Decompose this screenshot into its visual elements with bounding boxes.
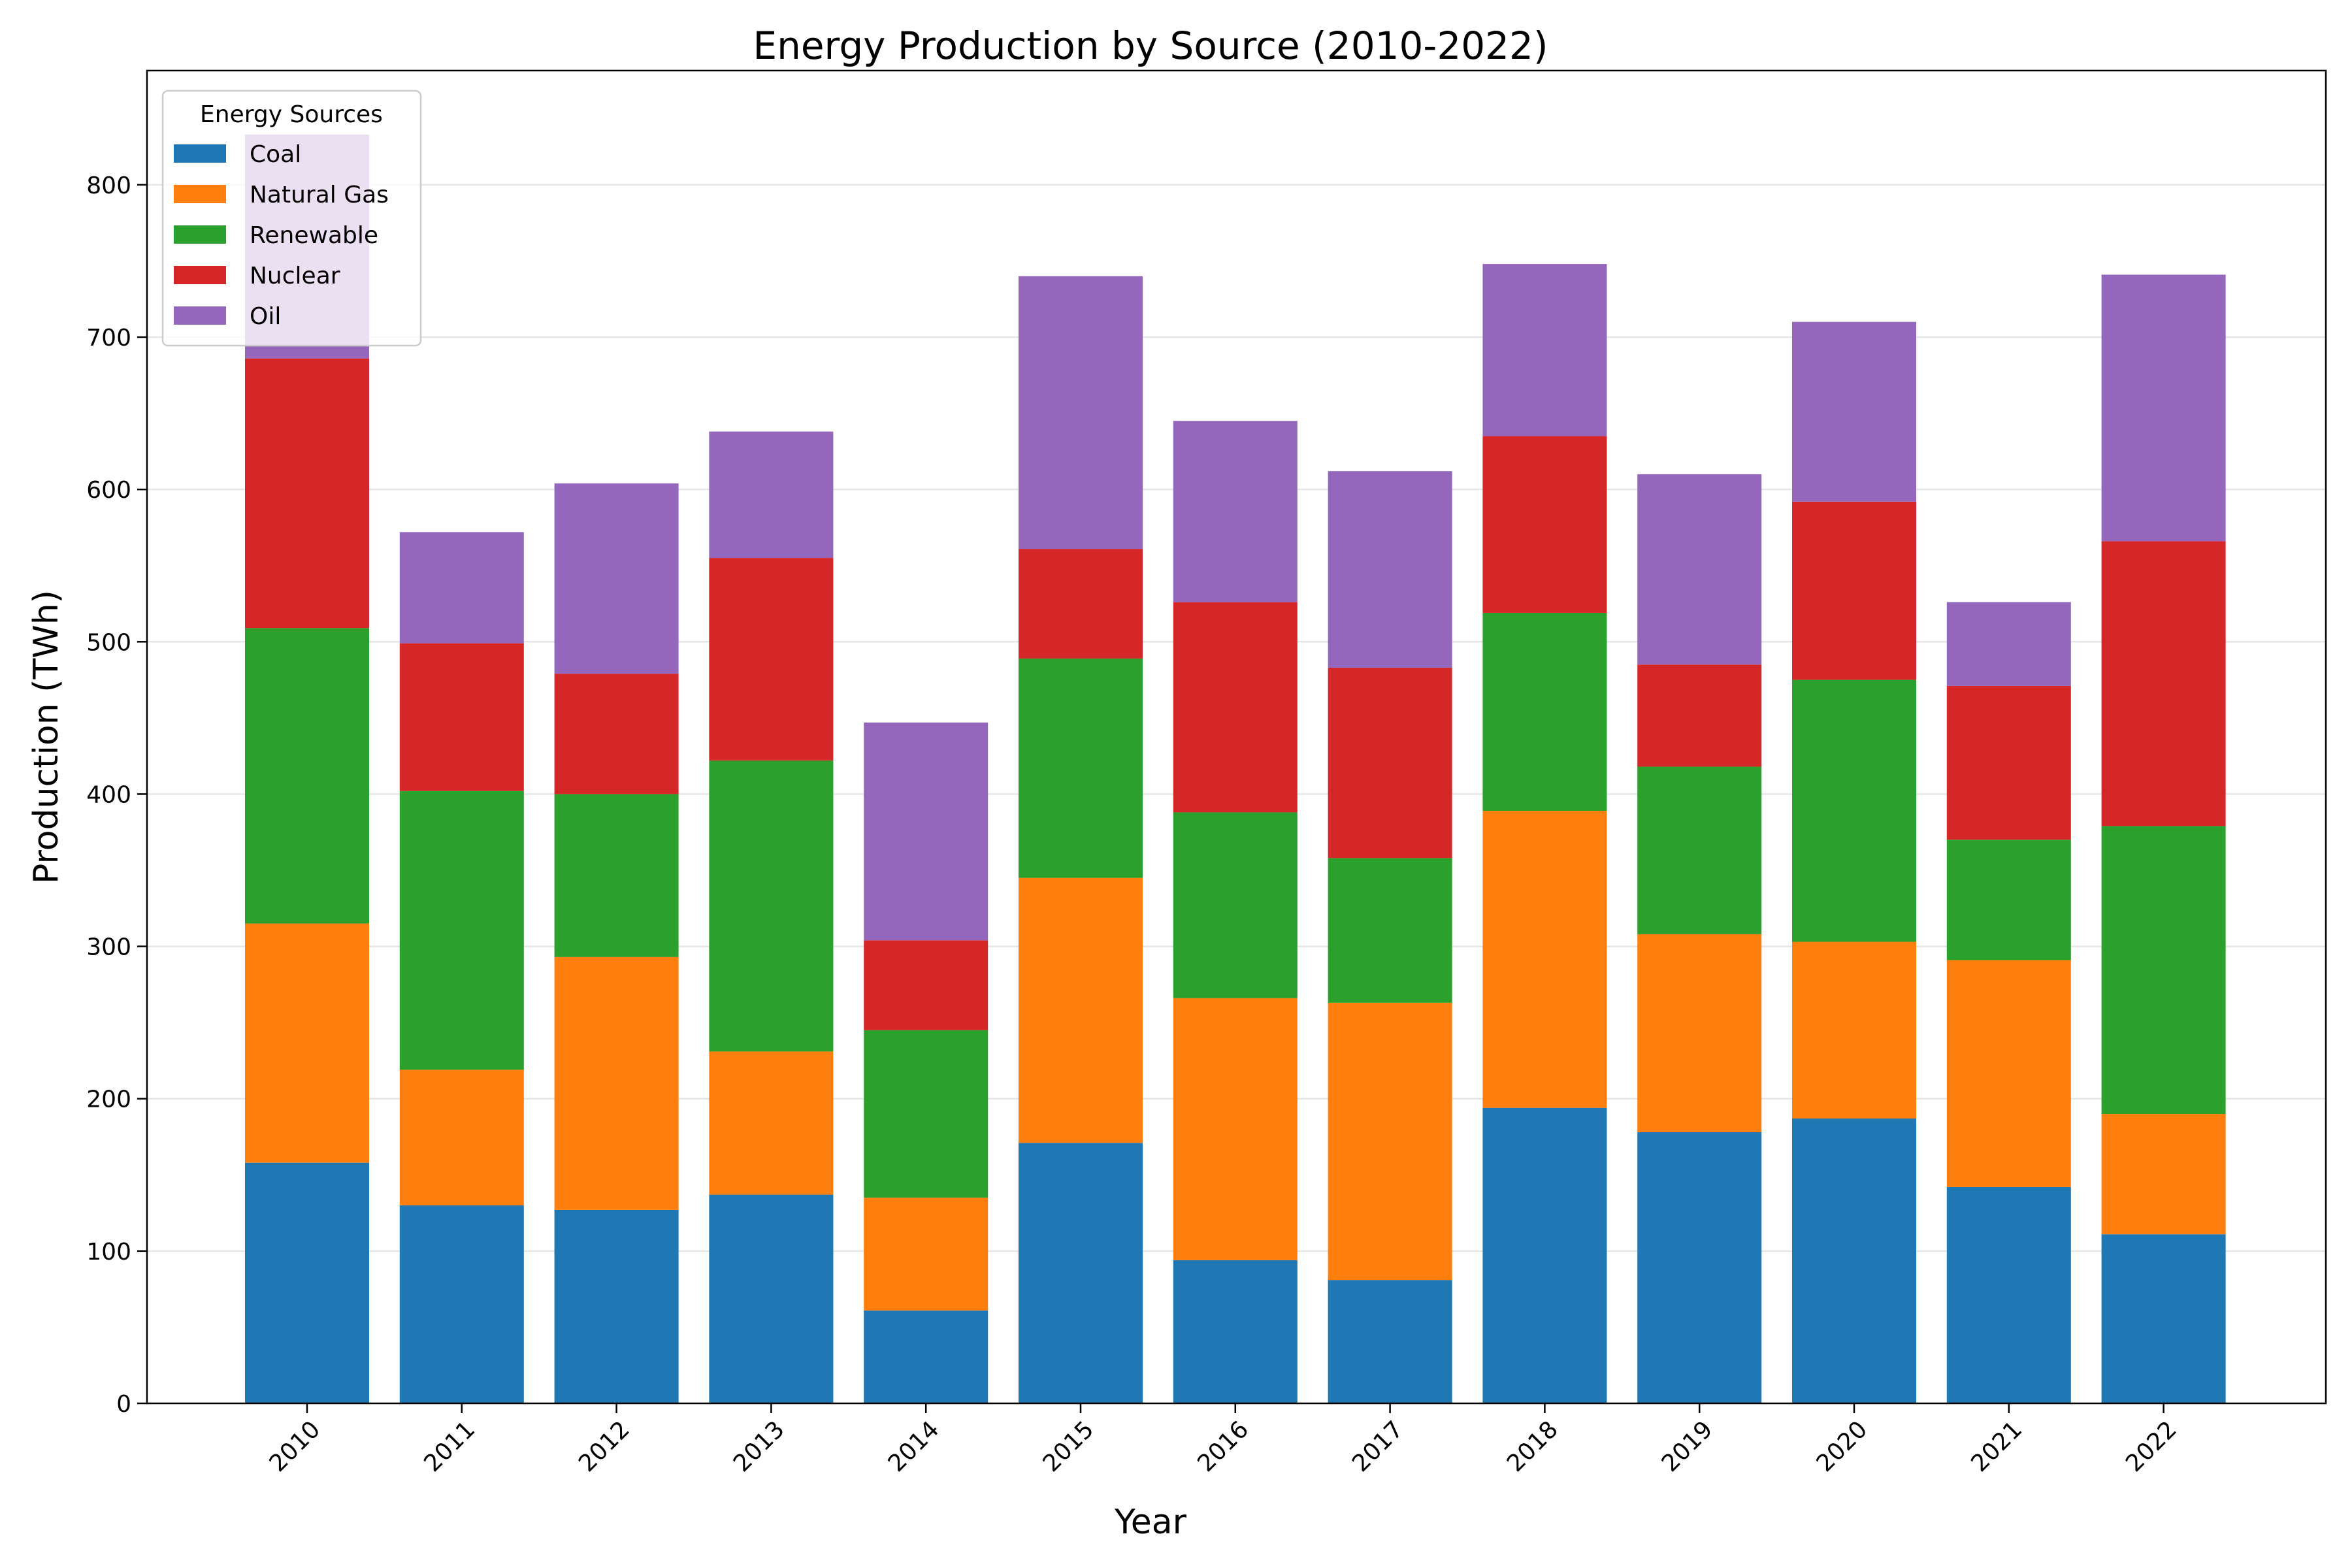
y-tick-label: 200 <box>86 1086 131 1113</box>
y-axis-label: Production (TWh) <box>27 590 66 884</box>
bar-natural-gas-2010 <box>245 923 369 1163</box>
legend-swatch-natural-gas <box>174 185 226 203</box>
y-tick-label: 700 <box>86 325 131 351</box>
bar-coal-2012 <box>554 1209 679 1403</box>
bar-natural-gas-2016 <box>1173 998 1298 1260</box>
bar-natural-gas-2015 <box>1019 877 1143 1143</box>
bar-renewable-2013 <box>709 760 834 1052</box>
bar-coal-2016 <box>1173 1260 1298 1403</box>
legend-entries: Coal Natural Gas Renewable Nuclear Oil <box>174 141 389 330</box>
bar-oil-2019 <box>1637 474 1762 665</box>
bar-coal-2018 <box>1482 1107 1607 1403</box>
bar-oil-2014 <box>864 722 988 941</box>
bar-renewable-2017 <box>1328 858 1452 1003</box>
bar-oil-2022 <box>2101 274 2226 542</box>
bar-oil-2011 <box>399 532 524 644</box>
bar-natural-gas-2019 <box>1637 934 1762 1133</box>
bar-oil-2021 <box>1946 602 2071 686</box>
y-tick-label: 400 <box>86 781 131 808</box>
bar-coal-2010 <box>245 1162 369 1403</box>
bar-renewable-2012 <box>554 794 679 957</box>
bar-nuclear-2011 <box>399 643 524 791</box>
bar-renewable-2018 <box>1482 612 1607 811</box>
bar-coal-2022 <box>2101 1234 2226 1403</box>
legend-label: Nuclear <box>250 263 340 289</box>
y-tick-label: 300 <box>86 934 131 961</box>
bar-oil-2016 <box>1173 421 1298 602</box>
bar-nuclear-2015 <box>1019 549 1143 659</box>
bar-natural-gas-2021 <box>1946 960 2071 1187</box>
y-tick-label: 100 <box>86 1239 131 1266</box>
bar-renewable-2021 <box>1946 840 2071 960</box>
bar-coal-2013 <box>709 1194 834 1403</box>
bar-oil-2018 <box>1482 264 1607 436</box>
legend-box <box>161 90 422 347</box>
bar-coal-2020 <box>1792 1119 1916 1403</box>
bar-oil-2015 <box>1019 276 1143 549</box>
bar-oil-2017 <box>1328 471 1452 668</box>
bar-oil-2012 <box>554 483 679 674</box>
y-axis: 0 100 200 300 400 500 600 700 800 <box>86 172 147 1418</box>
bar-nuclear-2017 <box>1328 667 1452 858</box>
legend: Energy Sources Coal Natural Gas Renewable N… <box>161 90 422 347</box>
bar-natural-gas-2018 <box>1482 811 1607 1108</box>
bar-nuclear-2020 <box>1792 501 1916 680</box>
bar-renewable-2015 <box>1019 658 1143 878</box>
bar-nuclear-2018 <box>1482 436 1607 613</box>
bar-nuclear-2019 <box>1637 664 1762 767</box>
bar-natural-gas-2013 <box>709 1051 834 1195</box>
legend-label: Natural Gas <box>250 182 389 208</box>
bar-coal-2019 <box>1637 1132 1762 1403</box>
x-axis-label: Year <box>1114 1503 1187 1542</box>
bar-renewable-2016 <box>1173 812 1298 998</box>
bar-renewable-2010 <box>245 628 369 924</box>
bar-renewable-2020 <box>1792 679 1916 942</box>
legend-title: Energy Sources <box>200 101 383 128</box>
bar-nuclear-2012 <box>554 674 679 794</box>
legend-label: Coal <box>250 141 301 168</box>
bar-natural-gas-2014 <box>864 1198 988 1311</box>
legend-swatch-nuclear <box>174 266 226 284</box>
chart-title: Energy Production by Source (2010-2022) <box>753 24 1548 68</box>
bar-coal-2011 <box>399 1205 524 1403</box>
bar-coal-2017 <box>1328 1280 1452 1403</box>
bars <box>245 134 2226 1403</box>
bar-natural-gas-2022 <box>2101 1114 2226 1235</box>
plot-frame <box>146 69 2327 1405</box>
bar-coal-2021 <box>1946 1186 2071 1403</box>
bar-oil-2020 <box>1792 321 1916 502</box>
bar-renewable-2019 <box>1637 766 1762 934</box>
legend-swatch-oil <box>174 306 226 325</box>
bar-renewable-2011 <box>399 791 524 1070</box>
bar-natural-gas-2011 <box>399 1070 524 1205</box>
bar-nuclear-2022 <box>2101 541 2226 826</box>
bar-natural-gas-2017 <box>1328 1002 1452 1281</box>
legend-swatch-coal <box>174 144 226 163</box>
y-tick-label: 600 <box>86 477 131 504</box>
bar-renewable-2022 <box>2101 826 2226 1115</box>
bar-coal-2015 <box>1019 1143 1143 1403</box>
bar-nuclear-2013 <box>709 558 834 761</box>
legend-label: Oil <box>250 303 281 330</box>
bar-nuclear-2014 <box>864 940 988 1030</box>
bar-coal-2014 <box>864 1310 988 1403</box>
y-tick-label: 500 <box>86 629 131 656</box>
y-tick-label: 800 <box>86 172 131 199</box>
y-tick-label: 0 <box>116 1391 131 1418</box>
legend-label: Renewable <box>250 222 378 249</box>
bar-natural-gas-2020 <box>1792 941 1916 1119</box>
legend-swatch-renewable <box>174 225 226 244</box>
bar-nuclear-2016 <box>1173 602 1298 813</box>
bar-nuclear-2021 <box>1946 685 2071 840</box>
bar-oil-2013 <box>709 431 834 559</box>
bar-renewable-2014 <box>864 1030 988 1198</box>
bar-nuclear-2010 <box>245 358 369 629</box>
bar-natural-gas-2012 <box>554 956 679 1210</box>
